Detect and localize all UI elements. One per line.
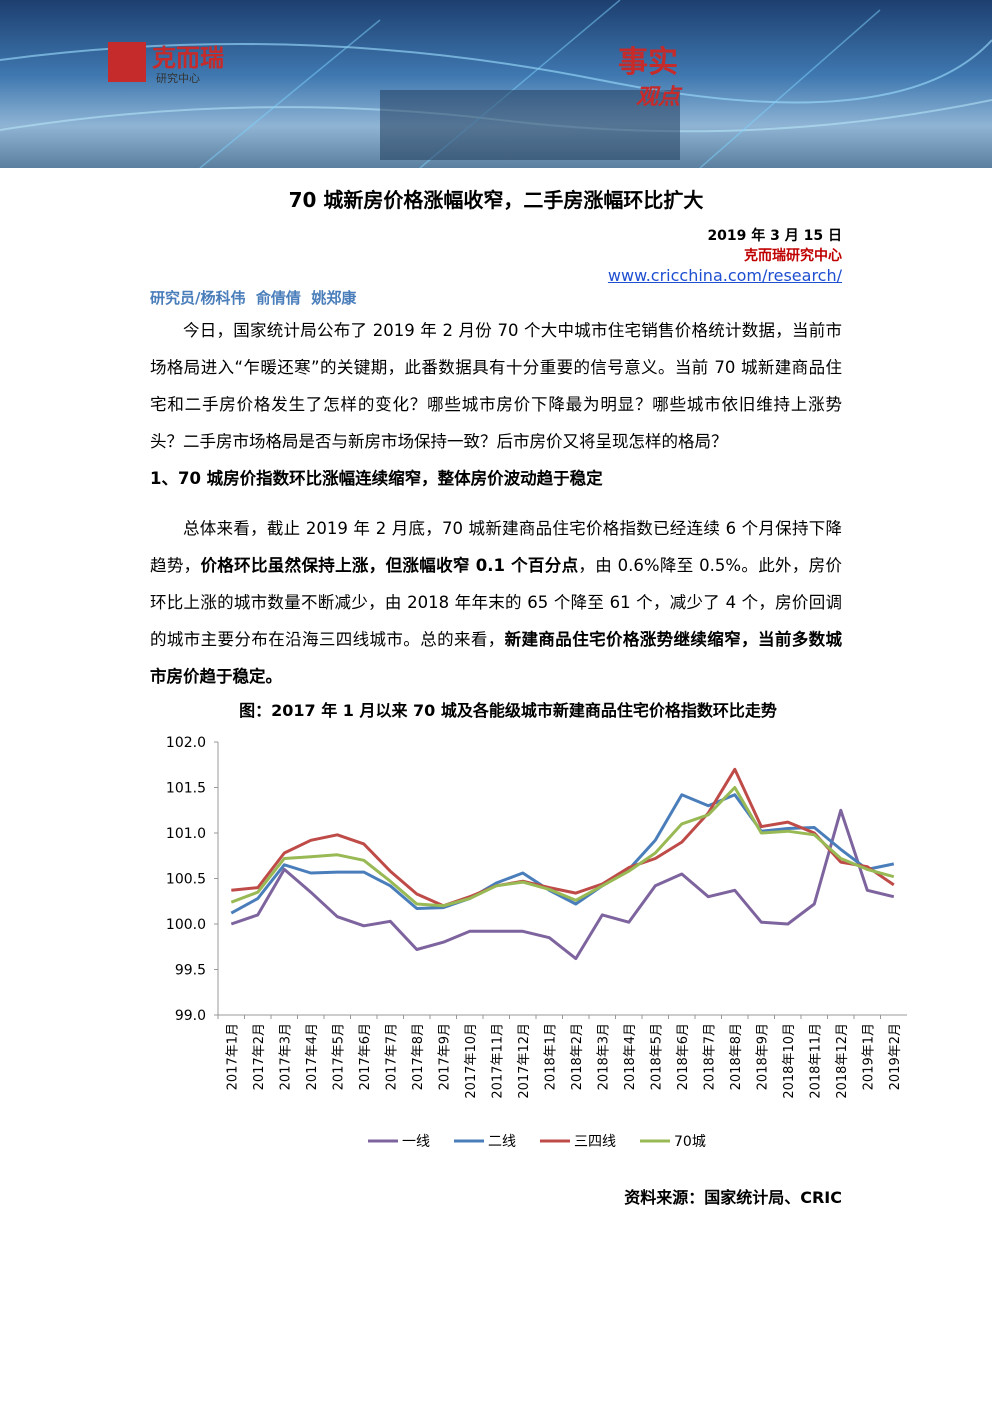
legend-label: 二线 (488, 1134, 516, 1150)
legend-label: 70城 (674, 1134, 706, 1150)
banner-art: 克而瑞 研究中心 事实 观点 (0, 0, 992, 168)
x-tick-label: 2017年4月 (305, 1023, 320, 1090)
series-line (230, 793, 895, 915)
y-tick-label: 100.0 (166, 917, 206, 933)
y-tick-label: 100.5 (166, 872, 206, 888)
series-line (231, 767, 895, 908)
text-run: 新建商品住宅价格涨势继续缩窄，当前多数城市房价趋于稳定。 (150, 630, 843, 686)
x-tick-label: 2017年7月 (384, 1023, 399, 1090)
x-tick-label: 2018年5月 (649, 1023, 664, 1090)
x-tick-label: 2018年11月 (808, 1023, 823, 1099)
x-tick-label: 2017年1月 (225, 1023, 240, 1090)
x-tick-label: 2018年8月 (729, 1023, 744, 1090)
paragraph: 总体来看，截止 2019 年 2 月底，70 城新建商品住宅价格指数已经连续 6… (150, 510, 842, 695)
slogan: 事实 (618, 45, 678, 80)
x-tick-label: 2018年7月 (702, 1023, 717, 1090)
x-tick-label: 2018年10月 (782, 1023, 797, 1099)
section-heading: 1、70 城房价指数环比涨幅连续缩窄，整体房价波动趋于稳定 (150, 469, 603, 488)
x-tick-label: 2017年5月 (331, 1023, 346, 1090)
x-tick-label: 2017年10月 (464, 1023, 479, 1099)
y-tick-label: 99.0 (175, 1008, 206, 1024)
body: 今日，国家统计局公布了 2019 年 2 月份 70 个大中城市住宅销售价格统计… (150, 312, 842, 695)
text-run: 总体来看，截止 2019 年 2 月底，70 城新建商品住宅价格指数已经连续 6… (150, 519, 842, 575)
x-tick-label: 2018年9月 (755, 1023, 770, 1090)
banner: 克而瑞 研究中心 事实 观点 (0, 0, 992, 168)
series-line (230, 808, 895, 961)
authors: 研究员/杨科伟 俞倩倩 姚郑康 (150, 289, 357, 307)
text-run: 今日，国家统计局公布了 2019 年 2 月份 70 个大中城市住宅销售价格统计… (150, 321, 842, 451)
url[interactable]: www.cricchina.com/research/ (607, 266, 842, 285)
y-tick-label: 101.5 (166, 781, 206, 797)
slogan: 观点 (636, 85, 683, 110)
x-tick-label: 2018年4月 (623, 1023, 638, 1090)
x-tick-label: 2018年1月 (543, 1023, 558, 1090)
x-tick-label: 2017年6月 (358, 1023, 373, 1090)
logo-sub: 研究中心 (156, 71, 200, 85)
text-run: ，由 0.6%降至 0.5%。此外，房价环比上涨的城市数量不断减少，由 2018… (150, 556, 843, 649)
x-tick-label: 2018年2月 (570, 1023, 585, 1090)
y-tick-label: 102.0 (166, 735, 206, 751)
x-tick-label: 2018年12月 (835, 1023, 850, 1099)
meta: 2019 年 3 月 15 日 克而瑞研究中心 www.cricchina.co… (608, 226, 842, 286)
x-tick-label: 2017年3月 (278, 1023, 293, 1090)
x-tick-label: 2019年2月 (888, 1023, 903, 1090)
title: 70 城新房价格涨幅收窄，二手房涨幅环比扩大 (288, 188, 704, 212)
y-tick-label: 101.0 (166, 826, 206, 842)
x-tick-label: 2017年11月 (490, 1023, 505, 1099)
y-tick-label: 99.5 (175, 963, 206, 979)
x-tick-label: 2017年12月 (517, 1023, 532, 1099)
x-tick-label: 2017年2月 (252, 1023, 267, 1090)
legend-label: 三四线 (574, 1134, 616, 1150)
x-tick-label: 2018年6月 (676, 1023, 691, 1090)
legend-label: 一线 (402, 1134, 430, 1150)
chart: 图：2017 年 1 月以来 70 城及各能级城市新建商品住宅价格指数环比走势 … (166, 701, 907, 1150)
x-tick-label: 2017年9月 (437, 1023, 452, 1090)
chart-title: 图：2017 年 1 月以来 70 城及各能级城市新建商品住宅价格指数环比走势 (239, 701, 777, 720)
series-line (230, 786, 895, 908)
x-tick-label: 2018年3月 (596, 1023, 611, 1090)
source: 资料来源：国家统计局、CRIC (624, 1188, 842, 1207)
logo-mark (108, 42, 146, 82)
x-tick-label: 2017年8月 (411, 1023, 426, 1090)
text-run: 价格环比虽然保持上涨，但涨幅收窄 0.1 个百分点 (200, 556, 579, 575)
logo-name: 克而瑞 (152, 44, 224, 72)
org: 克而瑞研究中心 (744, 248, 842, 264)
paragraph: 今日，国家统计局公布了 2019 年 2 月份 70 个大中城市住宅销售价格统计… (150, 312, 842, 460)
date: 2019 年 3 月 15 日 (707, 228, 842, 244)
x-tick-label: 2019年1月 (861, 1023, 876, 1090)
